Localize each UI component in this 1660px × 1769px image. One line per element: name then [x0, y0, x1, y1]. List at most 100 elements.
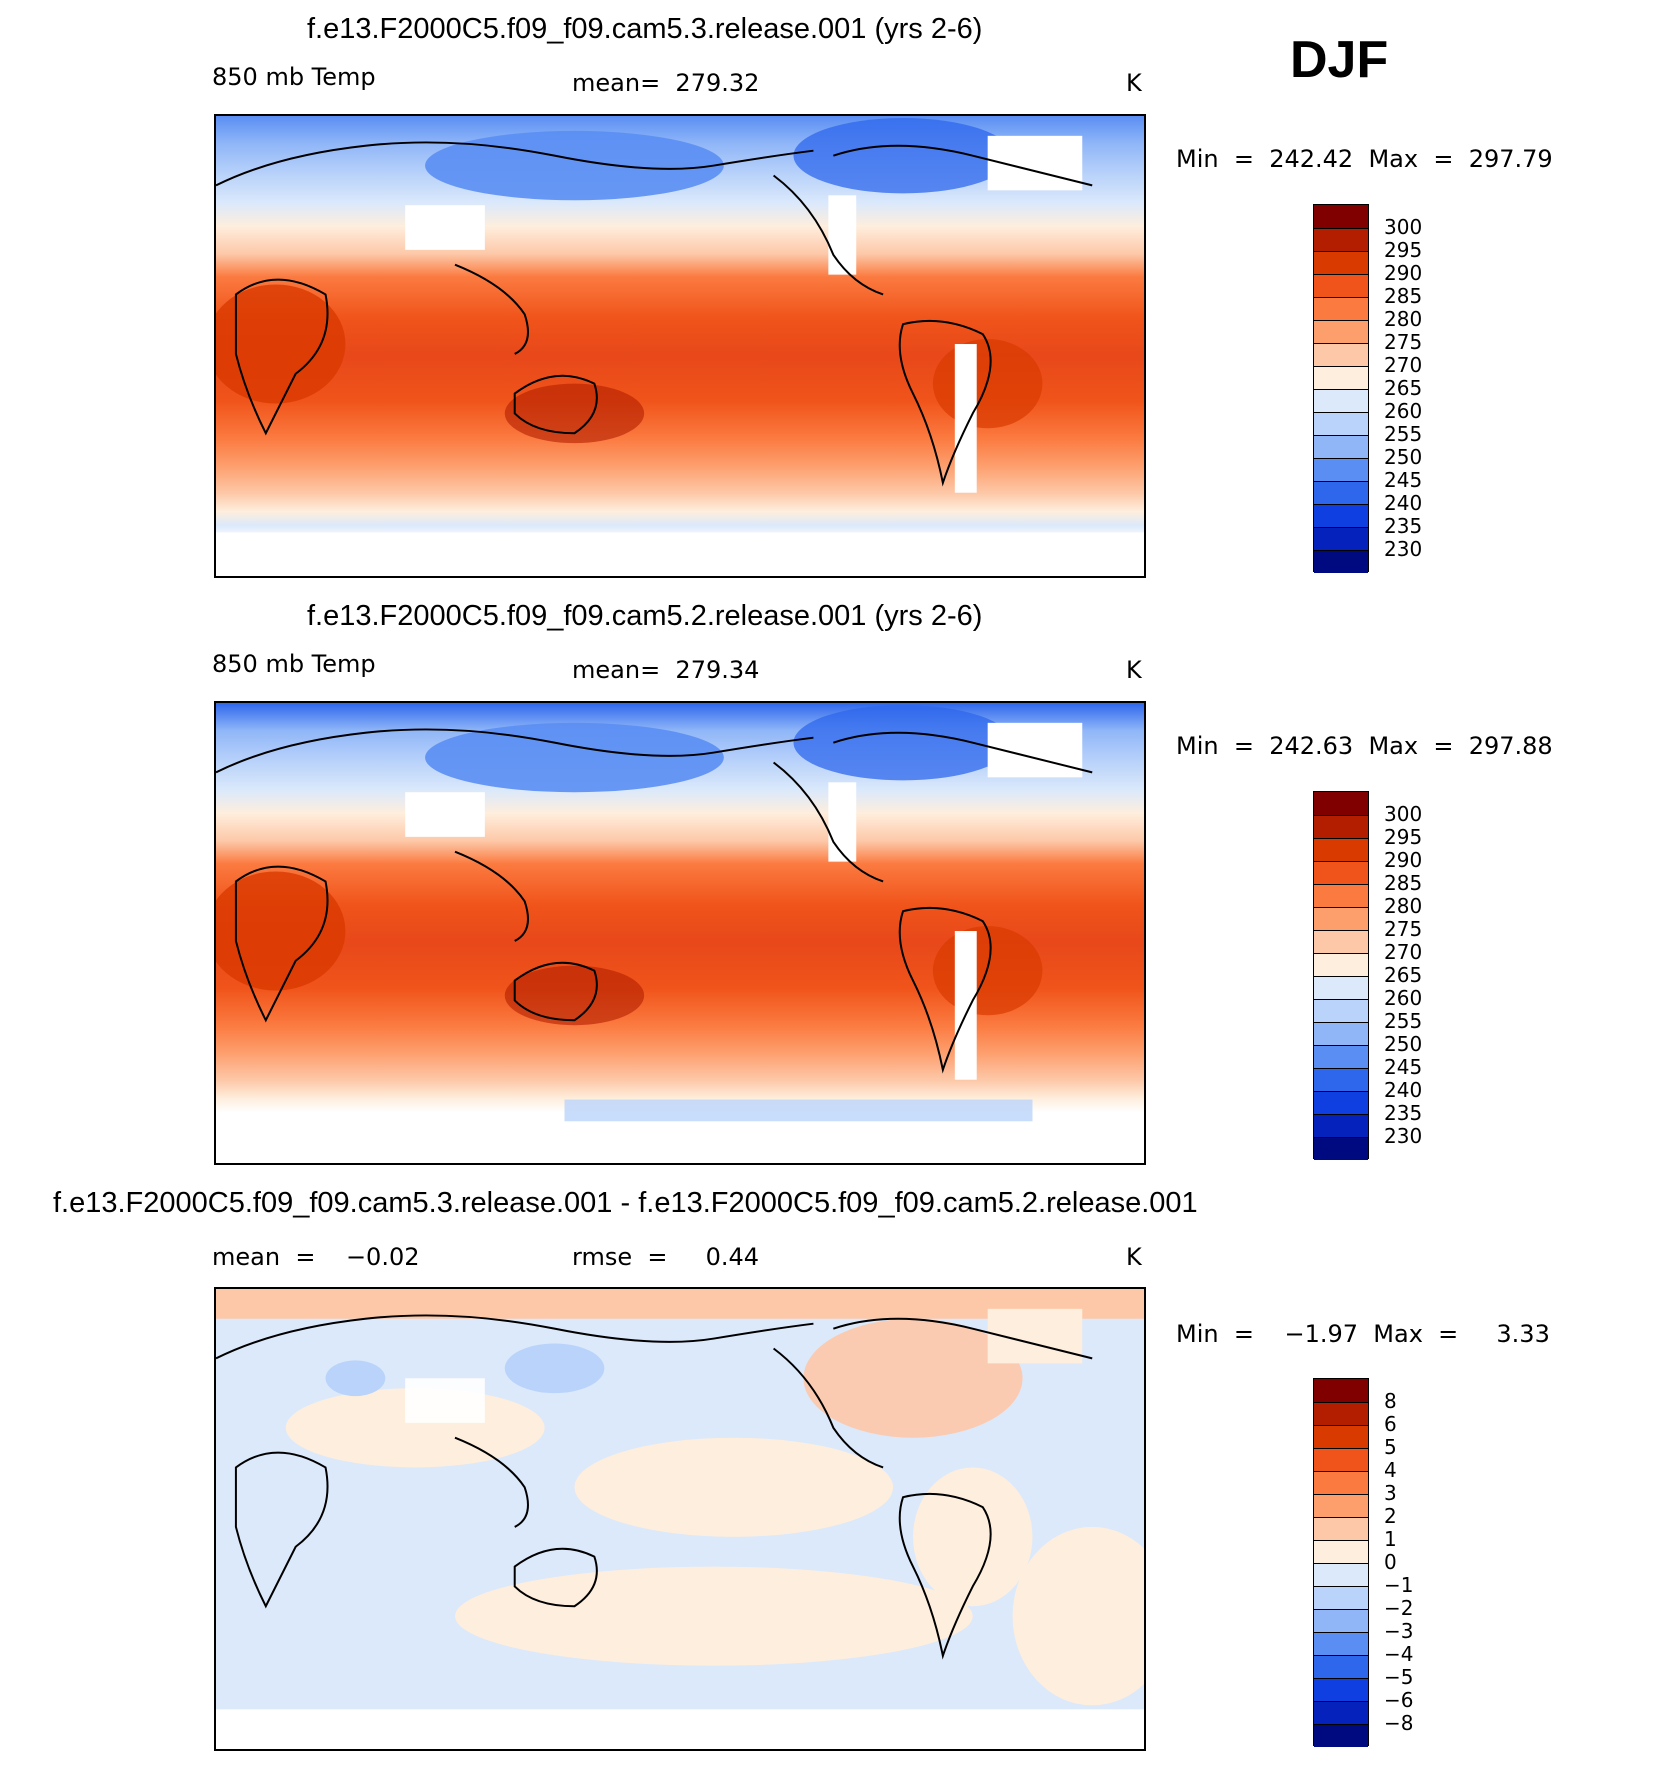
colorbar-swatch — [1314, 1609, 1368, 1632]
colorbar-tick-label: 290 — [1384, 261, 1423, 285]
panel-2-warm-africa — [216, 871, 346, 991]
colorbar-swatch — [1314, 527, 1368, 550]
colorbar-swatch — [1314, 1114, 1368, 1137]
panel-1-map — [214, 114, 1146, 578]
panel-2-map — [214, 701, 1146, 1165]
panel-3-minmax: Min = −1.97 Max = 3.33 — [1176, 1320, 1550, 1348]
colorbar-swatch — [1314, 1724, 1368, 1747]
panel-3-antarctica — [216, 1709, 1144, 1749]
colorbar-tick-label: 240 — [1384, 1078, 1423, 1102]
colorbar-tick-label: −3 — [1384, 1619, 1414, 1643]
colorbar-swatch — [1314, 815, 1368, 838]
panel-2-warm-australia — [504, 965, 645, 1026]
panel-2-southern-ocean-blue — [564, 1099, 1033, 1122]
colorbar-swatch — [1314, 435, 1368, 458]
season-label: DJF — [1290, 31, 1389, 89]
colorbar-tick-label: 270 — [1384, 940, 1423, 964]
panel-1-units: K — [1126, 69, 1142, 97]
colorbar-tick-label: −2 — [1384, 1596, 1414, 1620]
panel-1-andes — [954, 344, 977, 493]
colorbar-swatch — [1314, 838, 1368, 861]
panel-2-units: K — [1126, 656, 1142, 684]
colorbar-swatch — [1314, 412, 1368, 435]
colorbar-tick-label: 235 — [1384, 1101, 1423, 1125]
colorbar-swatch — [1314, 1586, 1368, 1609]
panel-1-cold-canada — [793, 117, 1013, 194]
colorbar-swatch — [1314, 251, 1368, 274]
panel-3-title: f.e13.F2000C5.f09_f09.cam5.3.release.001… — [53, 1187, 1198, 1219]
colorbar-swatch — [1314, 1091, 1368, 1114]
colorbar-tick-label: −4 — [1384, 1642, 1414, 1666]
colorbar-swatch — [1314, 481, 1368, 504]
colorbar-tick-label: 300 — [1384, 802, 1423, 826]
colorbar-tick-label: 265 — [1384, 376, 1423, 400]
panel-1-warm-africa — [216, 284, 346, 404]
colorbar-swatch — [1314, 907, 1368, 930]
colorbar-swatch — [1314, 205, 1368, 228]
panel-3-tibet — [405, 1378, 485, 1423]
colorbar-swatch — [1314, 504, 1368, 527]
colorbar-swatch — [1314, 550, 1368, 573]
colorbar-swatch — [1314, 1045, 1368, 1068]
panel-3-warm-northamerica — [803, 1318, 1023, 1438]
colorbar-tick-label: 250 — [1384, 445, 1423, 469]
colorbar-tick-label: 245 — [1384, 468, 1423, 492]
colorbar-swatch — [1314, 228, 1368, 251]
panel-2-colorbar — [1313, 791, 1369, 1160]
colorbar-tick-label: 235 — [1384, 514, 1423, 538]
colorbar-swatch — [1314, 1471, 1368, 1494]
panel-3-map — [214, 1287, 1146, 1751]
colorbar-tick-label: 4 — [1384, 1458, 1397, 1482]
colorbar-swatch — [1314, 930, 1368, 953]
colorbar-swatch — [1314, 976, 1368, 999]
colorbar-swatch — [1314, 1425, 1368, 1448]
colorbar-swatch — [1314, 343, 1368, 366]
panel-1-tibet — [405, 205, 485, 250]
panel-3-colorbar — [1313, 1378, 1369, 1747]
colorbar-tick-label: 285 — [1384, 284, 1423, 308]
colorbar-tick-label: 285 — [1384, 871, 1423, 895]
panel-1-coastlines — [216, 141, 1093, 487]
panel-2-rockies — [828, 782, 857, 862]
colorbar-swatch — [1314, 366, 1368, 389]
panel-1-antarctica — [216, 532, 1144, 576]
colorbar-tick-label: 255 — [1384, 422, 1423, 446]
colorbar-tick-label: −8 — [1384, 1711, 1414, 1735]
colorbar-tick-label: 290 — [1384, 848, 1423, 872]
colorbar-tick-label: −6 — [1384, 1688, 1414, 1712]
panel-3-units: K — [1126, 1243, 1142, 1271]
colorbar-swatch — [1314, 1701, 1368, 1724]
colorbar-swatch — [1314, 389, 1368, 412]
panel-2-tibet — [405, 792, 485, 837]
panel-3-mean-label: mean = −0.02 — [212, 1243, 420, 1271]
panel-2-mean-label: mean= 279.34 — [572, 656, 760, 684]
panel-1-variable-label: 850 mb Temp — [212, 63, 376, 91]
colorbar-tick-label: 230 — [1384, 537, 1423, 561]
panel-3-coastlines — [216, 1314, 1093, 1660]
colorbar-swatch — [1314, 999, 1368, 1022]
panel-1-cold-siberia — [425, 130, 724, 201]
panel-3-warm-southamerica — [912, 1467, 1033, 1607]
colorbar-swatch — [1314, 953, 1368, 976]
colorbar-tick-label: 5 — [1384, 1435, 1397, 1459]
colorbar-tick-label: 250 — [1384, 1032, 1423, 1056]
panel-3-cold-central-asia — [325, 1360, 386, 1397]
panel-2-cold-canada — [793, 704, 1013, 781]
colorbar-tick-label: 275 — [1384, 917, 1423, 941]
colorbar-swatch — [1314, 320, 1368, 343]
colorbar-tick-label: 2 — [1384, 1504, 1397, 1528]
panel-2-cold-siberia — [425, 722, 724, 793]
colorbar-tick-label: 270 — [1384, 353, 1423, 377]
colorbar-tick-label: 275 — [1384, 330, 1423, 354]
colorbar-swatch — [1314, 884, 1368, 907]
colorbar-tick-label: 295 — [1384, 825, 1423, 849]
panel-3-warm-atlantic — [1012, 1526, 1144, 1706]
colorbar-swatch — [1314, 458, 1368, 481]
colorbar-tick-label: 260 — [1384, 399, 1423, 423]
colorbar-tick-label: 3 — [1384, 1481, 1397, 1505]
colorbar-tick-label: 245 — [1384, 1055, 1423, 1079]
colorbar-swatch — [1314, 1448, 1368, 1471]
colorbar-tick-label: 265 — [1384, 963, 1423, 987]
colorbar-tick-label: 230 — [1384, 1124, 1423, 1148]
panel-3-warm-pacific — [574, 1437, 894, 1537]
